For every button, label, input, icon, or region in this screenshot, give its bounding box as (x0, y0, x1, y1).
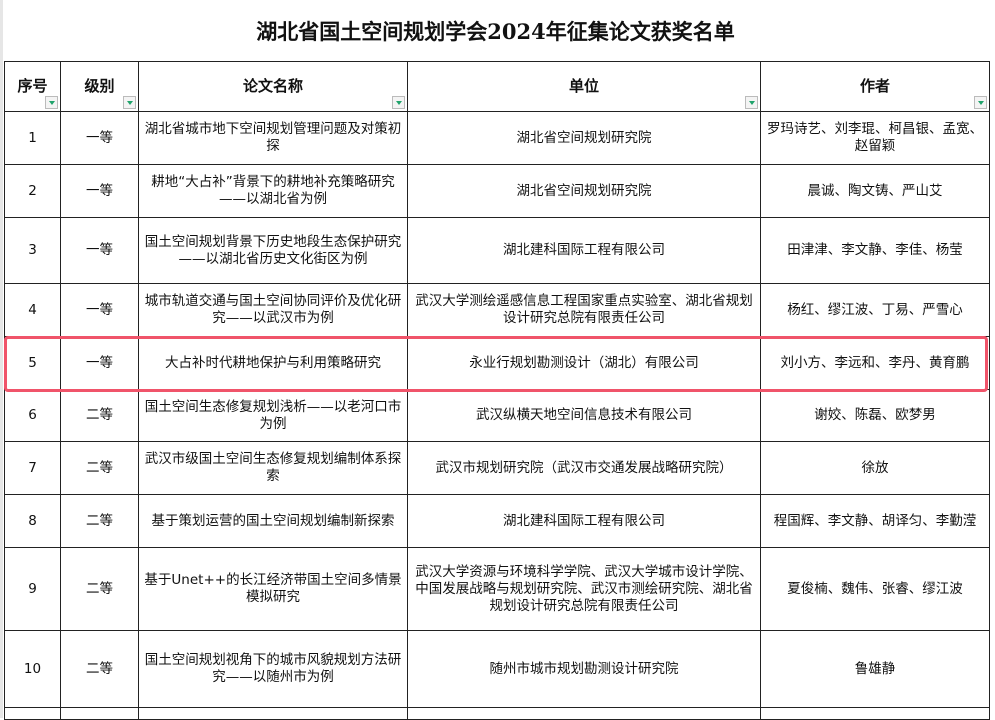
header-label: 论文名称 (242, 77, 303, 95)
table-row: 4 一等 城市轨道交通与国土空间协同评价及优化研究——以武汉市为例 武汉大学测绘遥感信… (4, 283, 990, 337)
cell-paper[interactable]: 湖北省城市地下空间规划管理问题及对策初探 (138, 111, 408, 165)
header-label: 级别 (84, 77, 115, 95)
cell-no[interactable]: 1 (4, 111, 61, 165)
cell-authors[interactable]: 夏俊楠、魏伟、张睿、缪江波 (760, 547, 990, 631)
cell-unit[interactable]: 武汉市规划研究院（武汉市交通发展战略研究院） (407, 441, 761, 495)
cell-no[interactable]: 7 (4, 441, 61, 495)
cell-no[interactable]: 2 (4, 164, 61, 218)
cell-no[interactable]: 5 (4, 336, 61, 390)
cell-authors[interactable]: 晨诚、陶文铸、严山艾 (760, 164, 990, 218)
cell-no[interactable]: 8 (4, 494, 61, 548)
cell-level[interactable]: 一等 (60, 217, 139, 284)
cell-paper[interactable]: 国土空间生态修复规划浅析——以老河口市为例 (138, 389, 408, 442)
filter-dropdown-icon[interactable] (974, 96, 987, 109)
cell-authors[interactable]: 徐放 (760, 441, 990, 495)
cell-unit[interactable]: 湖北建科国际工程有限公司 (407, 217, 761, 284)
filter-dropdown-icon[interactable] (745, 96, 758, 109)
cell-authors[interactable]: 田津津、李文静、李佳、杨莹 (760, 217, 990, 284)
cell-unit[interactable]: 随州市城市规划勘测设计研究院 (407, 630, 761, 708)
cell-paper[interactable]: 基于策划运营的国土空间规划编制新探索 (138, 494, 408, 548)
header-label: 作者 (859, 77, 890, 95)
table-row: 7 二等 武汉市级国土空间生态修复规划编制体系探索 武汉市规划研究院（武汉市交通发展战… (4, 441, 990, 495)
cell-paper[interactable]: 武汉市级国土空间生态修复规划编制体系探索 (138, 441, 408, 495)
cell-level[interactable]: 一等 (60, 283, 139, 337)
header-paper: 论文名称 (138, 61, 408, 112)
cell-level[interactable]: 二等 (60, 441, 139, 495)
cell-authors[interactable]: 罗玛诗艺、刘李琨、柯昌银、孟宽、赵留颖 (760, 111, 990, 165)
cell-authors[interactable]: 程国辉、李文静、胡译匀、李勤滢 (760, 494, 990, 548)
header-no: 序号 (4, 61, 61, 112)
header-row: 序号 级别 论文名称 单位 作者 (4, 61, 990, 112)
cell-unit[interactable]: 湖北省空间规划研究院 (407, 111, 761, 165)
table-row: 3 一等 国土空间规划背景下历史地段生态保护研究——以湖北省历史文化街区为例 湖北建科… (4, 217, 990, 284)
cell-paper[interactable]: 耕地“大占补”背景下的耕地补充策略研究——以湖北省为例 (138, 164, 408, 218)
table-row: 2 一等 耕地“大占补”背景下的耕地补充策略研究——以湖北省为例 湖北省空间规划研究院… (4, 164, 990, 218)
cell-unit[interactable]: 武汉大学测绘遥感信息工程国家重点实验室、湖北省规划设计研究总院有限责任公司 (407, 283, 761, 337)
sheet-title: 湖北省国土空间规划学会2024年征集论文获奖名单 (256, 18, 735, 44)
table-row: 1 一等 湖北省城市地下空间规划管理问题及对策初探 湖北省空间规划研究院 罗玛诗艺、刘李… (4, 111, 990, 165)
header-label: 序号 (17, 77, 48, 95)
cell-unit[interactable]: 永业行规划勘测设计（湖北）有限公司 (407, 336, 761, 390)
cell-unit[interactable]: 湖北省空间规划研究院 (407, 164, 761, 218)
cell-level[interactable]: 二等 (60, 630, 139, 708)
header-authors: 作者 (760, 61, 990, 112)
header-level: 级别 (60, 61, 139, 112)
cell-authors[interactable]: 刘小方、李远和、李丹、黄育鹏 (760, 336, 990, 390)
filter-dropdown-icon[interactable] (45, 96, 58, 109)
cell-level[interactable]: 二等 (60, 389, 139, 442)
table-row: 10 二等 国土空间规划视角下的城市风貌规划方法研究——以随州市为例 随州市城市规划勘… (4, 630, 990, 708)
filter-dropdown-icon[interactable] (392, 96, 405, 109)
award-table: 序号 级别 论文名称 单位 作者 1 一等 湖北省城市地下空间规划管理问题及对策初探… (4, 61, 990, 720)
cell-no[interactable]: 9 (4, 547, 61, 631)
cell-no[interactable]: 10 (4, 630, 61, 708)
cell-no[interactable]: 6 (4, 389, 61, 442)
cell-paper[interactable]: 国土空间规划背景下历史地段生态保护研究——以湖北省历史文化街区为例 (138, 217, 408, 284)
table-row: 8 二等 基于策划运营的国土空间规划编制新探索 湖北建科国际工程有限公司 程国辉、李文静… (4, 494, 990, 548)
cell-no[interactable]: 3 (4, 217, 61, 284)
cell-authors[interactable]: 杨红、缪江波、丁易、严雪心 (760, 283, 990, 337)
table-row: 5 一等 大占补时代耕地保护与利用策略研究 永业行规划勘测设计（湖北）有限公司 刘小方、… (4, 336, 990, 390)
cell-level[interactable]: 二等 (60, 494, 139, 548)
cell-authors[interactable]: 鲁雄静 (760, 630, 990, 708)
table-row: 9 二等 基于Unet++的长江经济带国土空间多情景模拟研究 武汉大学资源与环境科学学… (4, 547, 990, 631)
cell-level[interactable]: 一等 (60, 111, 139, 165)
cell-paper[interactable]: 大占补时代耕地保护与利用策略研究 (138, 336, 408, 390)
table-row: 6 二等 国土空间生态修复规划浅析——以老河口市为例 武汉纵横天地空间信息技术有限公司… (4, 389, 990, 442)
cell-unit[interactable]: 武汉大学资源与环境科学学院、武汉大学城市设计学院、中国发展战略与规划研究院、武汉… (407, 547, 761, 631)
sheet-left-edge (0, 0, 3, 718)
header-label: 单位 (568, 77, 599, 95)
cell-paper[interactable]: 基于Unet++的长江经济带国土空间多情景模拟研究 (138, 547, 408, 631)
cell-authors[interactable]: 谢姣、陈磊、欧梦男 (760, 389, 990, 442)
cell-paper[interactable]: 城市轨道交通与国土空间协同评价及优化研究——以武汉市为例 (138, 283, 408, 337)
cell-level[interactable]: 一等 (60, 164, 139, 218)
cell-paper[interactable]: 国土空间规划视角下的城市风貌规划方法研究——以随州市为例 (138, 630, 408, 708)
header-unit: 单位 (407, 61, 761, 112)
filter-dropdown-icon[interactable] (123, 96, 136, 109)
cell-level[interactable]: 二等 (60, 547, 139, 631)
cell-no[interactable]: 4 (4, 283, 61, 337)
cell-unit[interactable]: 武汉纵横天地空间信息技术有限公司 (407, 389, 761, 442)
cell-level[interactable]: 一等 (60, 336, 139, 390)
cell-unit[interactable]: 湖北建科国际工程有限公司 (407, 494, 761, 548)
